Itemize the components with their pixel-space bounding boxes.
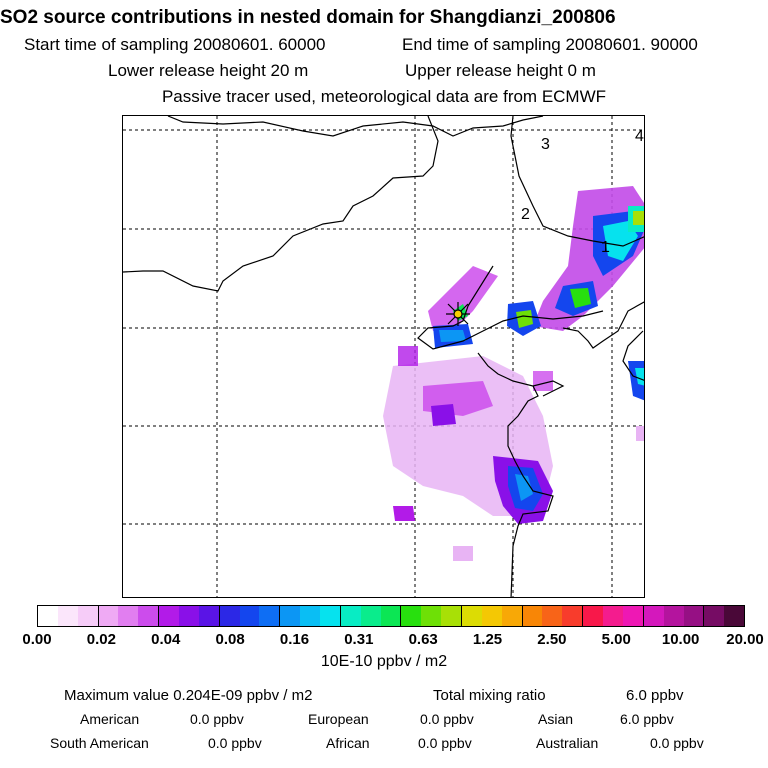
colorbar-swatch [622,606,644,626]
map-canvas: 1 2 3 4 [123,116,644,597]
colorbar-swatch [643,606,664,626]
colorbar-swatch [704,606,725,626]
colorbar-swatch [300,606,321,626]
region-name: South American [50,735,149,751]
colorbar-swatch [98,606,119,626]
colorbar-swatch [603,606,623,626]
region-name: European [308,711,369,727]
colorbar-swatch [239,606,260,626]
coastlines [123,116,644,597]
colorbar-tick-label: 0.31 [344,631,374,648]
concentration-field [383,186,644,561]
colorbar-tick-label: 0.02 [86,631,116,648]
colorbar-tick-label: 20.00 [726,631,764,648]
colorbar-tick-label: 0.08 [215,631,245,648]
colorbar-tick-label: 0.16 [279,631,310,648]
region-value: 0.0 ppbv [418,735,472,751]
region-value: 0.0 ppbv [650,735,704,751]
total-mixing-value: 6.0 ppbv [626,687,684,704]
region-value: 6.0 ppbv [620,711,674,727]
start-time: Start time of sampling 20080601. 60000 [24,35,326,54]
colorbar-swatch [501,606,523,626]
colorbar-swatch [219,606,240,626]
colorbar-swatch [380,606,402,626]
colorbar-tick-label: 2.50 [537,631,567,648]
colorbar-tick-label: 0.00 [22,631,52,648]
colorbar-swatch [522,606,543,626]
colorbar-swatch [57,606,78,626]
region-label-1: 1 [601,239,610,256]
colorbar [37,605,745,627]
max-value: Maximum value 0.204E-09 ppbv / m2 [64,687,313,704]
star-cross-icon [446,302,470,326]
colorbar-swatch [340,606,361,626]
colorbar-tick-label: 5.00 [601,631,631,648]
chart-title: SO2 source contributions in nested domai… [0,7,616,28]
region-value: 0.0 ppbv [208,735,262,751]
colorbar-swatch [663,606,684,626]
colorbar-swatch [77,606,99,626]
colorbar-tick-label: 0.63 [408,631,438,648]
region-value: 0.0 ppbv [190,711,244,727]
colorbar-swatch [724,606,745,626]
colorbar-swatch [159,606,180,626]
colorbar-swatch [280,606,301,626]
lat-lon-grid [123,116,644,597]
colorbar-units: 10E-10 ppbv / m2 [320,653,448,670]
region-name: Asian [538,711,574,727]
colorbar-swatch [138,606,160,626]
colorbar-swatch [198,606,220,626]
colorbar-swatch [259,606,281,626]
colorbar-swatch [118,606,139,626]
end-time: End time of sampling 20080601. 90000 [402,35,698,54]
colorbar-swatch [683,606,705,626]
lower-release-height: Lower release height 20 m [108,61,309,80]
colorbar-tick-label: 0.04 [151,631,181,648]
region-name: African [326,735,370,751]
colorbar-swatch [441,606,463,626]
colorbar-swatch [462,606,482,626]
colorbar-swatch [583,606,604,626]
colorbar-swatch [38,606,58,626]
colorbar-swatch [542,606,563,626]
colorbar-swatch [421,606,442,626]
colorbar-swatch [481,606,502,626]
colorbar-swatch [360,606,381,626]
colorbar-swatch [562,606,584,626]
region-label-3: 3 [541,136,550,153]
colorbar-swatch [179,606,199,626]
total-mixing-label: Total mixing ratio [433,687,546,704]
colorbar-swatch [401,606,422,626]
region-value: 0.0 ppbv [420,711,474,727]
colorbar-tick-label: 10.00 [661,631,700,648]
region-label-4: 4 [635,128,644,145]
tracer-note: Passive tracer used, meteorological data… [161,87,607,106]
colorbar-swatch [320,606,341,626]
map-panel: 1 2 3 4 [122,115,645,598]
colorbar-tick-label: 1.25 [472,631,503,648]
region-name: American [80,711,140,727]
region-name: Australian [536,735,599,751]
upper-release-height: Upper release height 0 m [405,61,596,80]
region-label-2: 2 [521,206,530,223]
